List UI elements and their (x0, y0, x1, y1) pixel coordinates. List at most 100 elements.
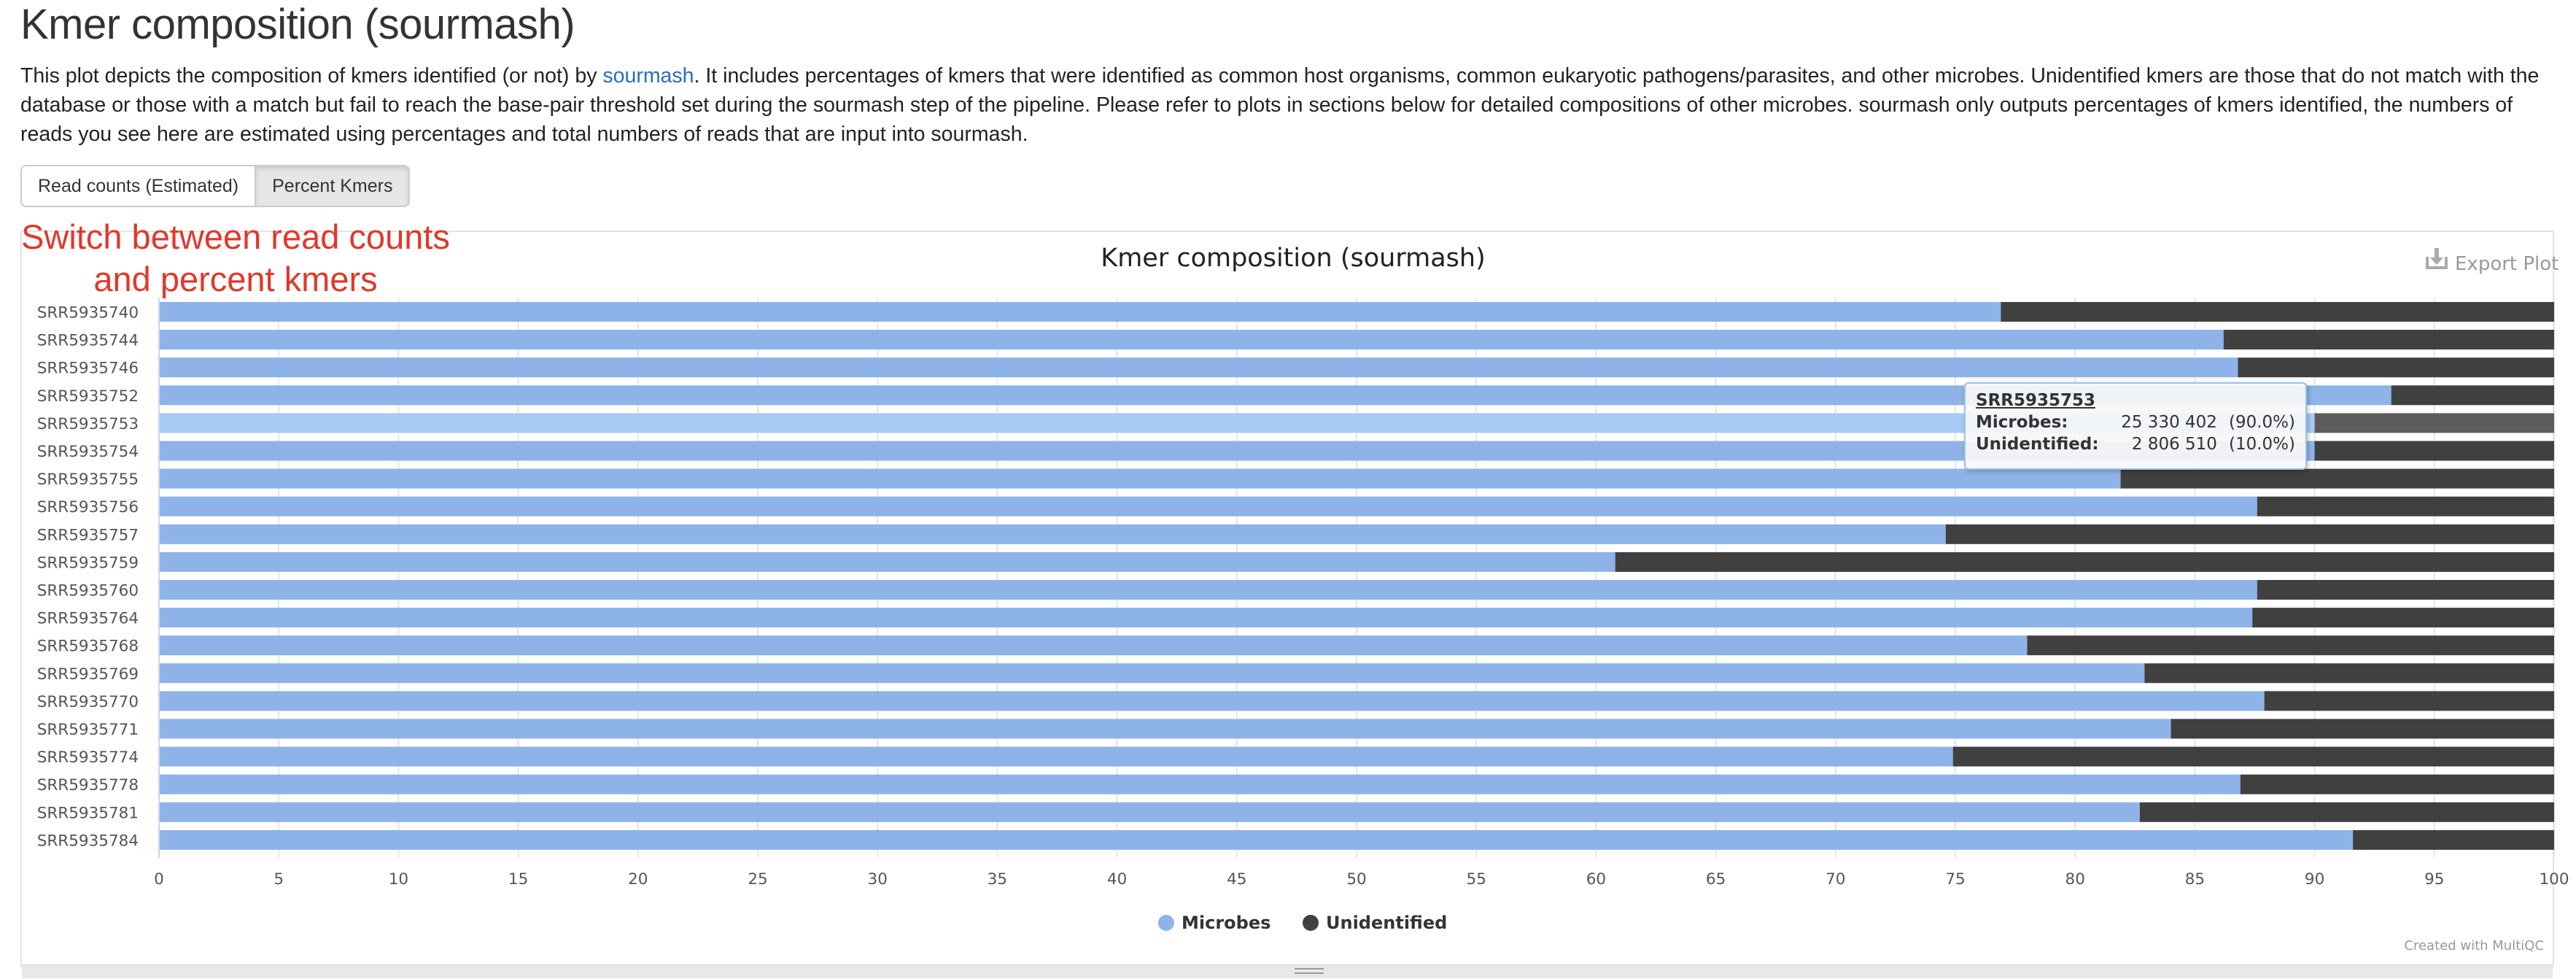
plot-resize-handle[interactable] (22, 964, 2553, 978)
bar-unidentified-srr5935774[interactable] (1952, 746, 2554, 767)
x-tick-label: 80 (2065, 870, 2085, 889)
category-label: SRR5935764 (37, 610, 139, 628)
category-labels: SRR5935740 SRR5935744 SRR5935746 SRR5935752… (37, 304, 139, 851)
bar-microbes-srr5935781[interactable] (159, 802, 2140, 822)
description-text-after: . It includes percentages of kmers that … (20, 64, 2540, 146)
bar-unidentified-srr5935746[interactable] (2238, 357, 2554, 378)
bar-unidentified-srr5935740[interactable] (2001, 302, 2554, 322)
x-tick-label: 60 (1586, 870, 1606, 889)
tooltip-row-unidentified: Unidentified: 2 806 510 (10.0%) (1976, 433, 2295, 455)
tooltip-series-name: Unidentified: (1976, 435, 2099, 454)
category-label: SRR5935759 (37, 554, 139, 572)
category-label: SRR5935752 (37, 387, 139, 406)
bar-unidentified-srr5935756[interactable] (2257, 496, 2554, 516)
x-tick-label: 100 (2539, 870, 2569, 889)
bars (159, 302, 2554, 850)
bar-unidentified-srr5935744[interactable] (2223, 330, 2554, 350)
bar-microbes-srr5935768[interactable] (159, 635, 2028, 656)
bar-microbes-srr5935754[interactable] (159, 441, 2315, 461)
bar-unidentified-srr5935769[interactable] (2144, 663, 2554, 684)
bar-unidentified-srr5935784[interactable] (2353, 829, 2554, 850)
bar-microbes-srr5935774[interactable] (159, 746, 1953, 767)
bar-microbes-srr5935744[interactable] (159, 330, 2224, 350)
chart-title: Kmer composition (sourmash) (1101, 244, 1485, 273)
bar-unidentified-srr5935752[interactable] (2391, 385, 2554, 406)
bar-unidentified-srr5935768[interactable] (2027, 635, 2554, 656)
sourmash-link[interactable]: sourmash (602, 64, 694, 88)
bar-unidentified-srr5935771[interactable] (2170, 719, 2554, 739)
bar-unidentified-srr5935778[interactable] (2240, 774, 2554, 794)
bar-microbes-srr5935755[interactable] (159, 468, 2121, 489)
bar-unidentified-srr5935764[interactable] (2252, 608, 2554, 628)
legend-item-microbes[interactable]: Microbes (1158, 913, 1270, 933)
chart-tooltip: SRR5935753 Microbes: 25 330 402 (90.0%) … (1964, 382, 2307, 470)
grip-icon (1295, 968, 1324, 974)
legend-marker-unidentified (1303, 915, 1319, 931)
view-toggle-group: Read counts (Estimated) Percent Kmers (20, 165, 411, 207)
bar-unidentified-srr5935754[interactable] (2314, 441, 2554, 461)
legend-label-unidentified: Unidentified (1326, 913, 1447, 933)
bar-microbes-srr5935746[interactable] (159, 357, 2238, 378)
tooltip-percent: (90.0%) (2228, 413, 2295, 432)
bar-unidentified-srr5935781[interactable] (2139, 802, 2554, 822)
bar-unidentified-srr5935770[interactable] (2264, 691, 2554, 711)
page-description: This plot depicts the composition of kme… (20, 61, 2566, 149)
category-label: SRR5935757 (37, 526, 139, 544)
bar-unidentified-srr5935757[interactable] (1945, 524, 2554, 544)
category-label: SRR5935774 (37, 748, 139, 767)
x-tick-label: 15 (508, 870, 528, 889)
bar-microbes-srr5935771[interactable] (159, 719, 2171, 739)
toggle-annotation: Switch between read counts and percent k… (6, 216, 465, 301)
bar-microbes-srr5935759[interactable] (159, 552, 1615, 572)
category-label: SRR5935770 (37, 693, 139, 711)
bar-unidentified-srr5935759[interactable] (1615, 552, 2554, 572)
x-tick-label: 30 (868, 870, 888, 889)
bar-unidentified-srr5935755[interactable] (2120, 468, 2554, 489)
x-tick-label: 45 (1227, 870, 1246, 889)
legend-item-unidentified[interactable]: Unidentified (1303, 913, 1447, 933)
category-label: SRR5935760 (37, 582, 139, 600)
percent-kmers-button[interactable]: Percent Kmers (256, 165, 411, 207)
bar-microbes-srr5935770[interactable] (159, 691, 2265, 711)
tooltip-row-microbes: Microbes: 25 330 402 (90.0%) (1976, 411, 2295, 433)
bar-microbes-srr5935756[interactable] (159, 496, 2257, 516)
bar-microbes-srr5935764[interactable] (159, 608, 2253, 628)
category-label: SRR5935746 (37, 360, 139, 378)
x-tick-label: 75 (1945, 870, 1965, 889)
bar-microbes-srr5935778[interactable] (159, 774, 2241, 794)
legend: Microbes Unidentified (1158, 913, 1447, 933)
tooltip-series-name: Microbes: (1976, 413, 2068, 432)
x-tick-label: 95 (2424, 870, 2444, 889)
export-plot-button[interactable]: Export Plot (2426, 248, 2558, 275)
page-title: Kmer composition (sourmash) (20, 1, 575, 48)
bar-microbes-srr5935760[interactable] (159, 580, 2257, 600)
tooltip-value: 2 806 510 (2131, 435, 2217, 454)
category-label: SRR5935784 (37, 832, 139, 850)
category-label: SRR5935781 (37, 804, 139, 822)
bar-microbes-srr5935757[interactable] (159, 524, 1946, 544)
category-label: SRR5935740 (37, 304, 139, 322)
tooltip-value: 25 330 402 (2121, 413, 2217, 432)
read-counts-button[interactable]: Read counts (Estimated) (20, 165, 257, 207)
export-icon (2426, 248, 2448, 269)
x-tick-label: 25 (748, 870, 767, 889)
category-label: SRR5935756 (37, 498, 139, 516)
bar-unidentified-srr5935753[interactable] (2314, 413, 2554, 433)
x-axis-ticks: 0 5 10 15 20 25 30 35 40 45 50 55 60 65 70 75 80 85 90 95 10… (154, 298, 2569, 889)
category-label: SRR5935778 (37, 776, 139, 794)
x-tick-label: 35 (988, 870, 1007, 889)
x-tick-label: 65 (1706, 870, 1726, 889)
bar-microbes-srr5935740[interactable] (159, 302, 2001, 322)
x-tick-label: 55 (1467, 870, 1486, 889)
bar-microbes-srr5935753[interactable] (159, 413, 2315, 433)
x-tick-label: 90 (2305, 870, 2324, 889)
category-label: SRR5935754 (37, 443, 139, 461)
legend-marker-microbes (1158, 915, 1174, 931)
bar-microbes-srr5935769[interactable] (159, 663, 2145, 684)
category-label: SRR5935744 (37, 332, 139, 350)
bar-unidentified-srr5935760[interactable] (2257, 580, 2554, 600)
legend-label-microbes: Microbes (1182, 913, 1270, 933)
bar-microbes-srr5935784[interactable] (159, 829, 2354, 850)
annotation-line-1: Switch between read counts (21, 217, 450, 256)
